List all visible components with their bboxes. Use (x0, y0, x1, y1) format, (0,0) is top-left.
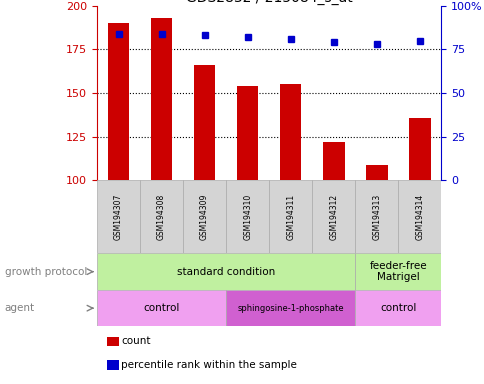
Text: GSM194309: GSM194309 (200, 194, 209, 240)
Text: GSM194314: GSM194314 (414, 194, 424, 240)
Bar (97, 180, 140, 253)
Bar (397, 180, 440, 253)
Text: GSM194311: GSM194311 (286, 194, 295, 240)
Text: sphingosine-1-phosphate: sphingosine-1-phosphate (237, 304, 343, 313)
Bar (97, 290, 226, 326)
Bar (312, 180, 354, 253)
Bar (236, 86, 258, 180)
Text: feeder-free
Matrigel: feeder-free Matrigel (369, 261, 426, 283)
Bar (182, 180, 226, 253)
Bar (279, 84, 301, 180)
Text: percentile rank within the sample: percentile rank within the sample (121, 360, 297, 370)
Bar (365, 165, 387, 180)
Bar (269, 180, 312, 253)
Text: agent: agent (5, 303, 35, 313)
Text: growth protocol: growth protocol (5, 266, 87, 277)
Bar (226, 290, 354, 326)
Text: control: control (143, 303, 180, 313)
Bar (354, 253, 440, 290)
Bar (226, 180, 269, 253)
Text: count: count (121, 336, 151, 346)
Bar (97, 253, 354, 290)
Text: standard condition: standard condition (177, 266, 275, 277)
Bar (194, 65, 215, 180)
Bar (354, 290, 440, 326)
Bar (354, 180, 397, 253)
Text: GSM194313: GSM194313 (372, 194, 380, 240)
Text: GSM194310: GSM194310 (242, 194, 252, 240)
Bar (151, 18, 172, 180)
Text: GSM194312: GSM194312 (329, 194, 337, 240)
Bar (322, 142, 344, 180)
Title: GDS2832 / 215084_s_at: GDS2832 / 215084_s_at (185, 0, 352, 5)
Text: GSM194307: GSM194307 (114, 194, 123, 240)
Bar (107, 23, 129, 180)
Bar (408, 118, 430, 180)
Text: GSM194308: GSM194308 (157, 194, 166, 240)
Text: control: control (379, 303, 416, 313)
Bar (140, 180, 182, 253)
